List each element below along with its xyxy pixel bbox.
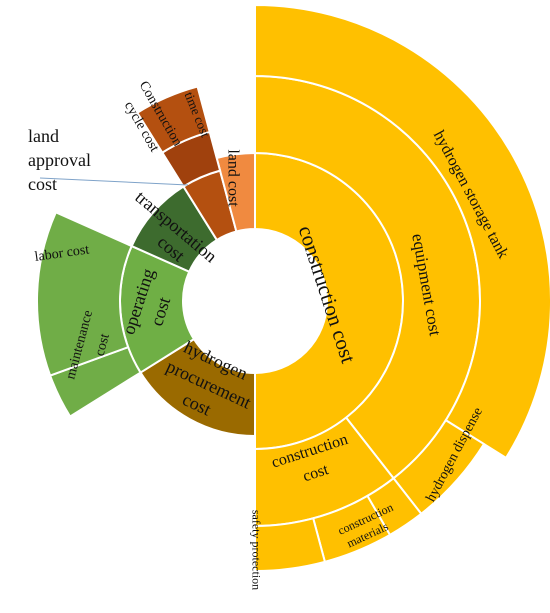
annotation-leader-line xyxy=(39,177,189,186)
annotation-land-approval: land approval cost xyxy=(28,126,91,194)
label-safety-protection: safety protection xyxy=(249,510,263,590)
segment-hydrogen-storage-tank xyxy=(254,3,550,460)
segment-construction-gap xyxy=(366,476,423,537)
segment-land-cost xyxy=(215,151,256,233)
segment-time-cost xyxy=(135,85,211,154)
label-land-cost: land cost xyxy=(224,149,241,207)
segment-safety-protection xyxy=(254,517,327,573)
label-maintenance-2: cost xyxy=(93,332,113,358)
segment-maintenance-cost xyxy=(36,211,133,377)
